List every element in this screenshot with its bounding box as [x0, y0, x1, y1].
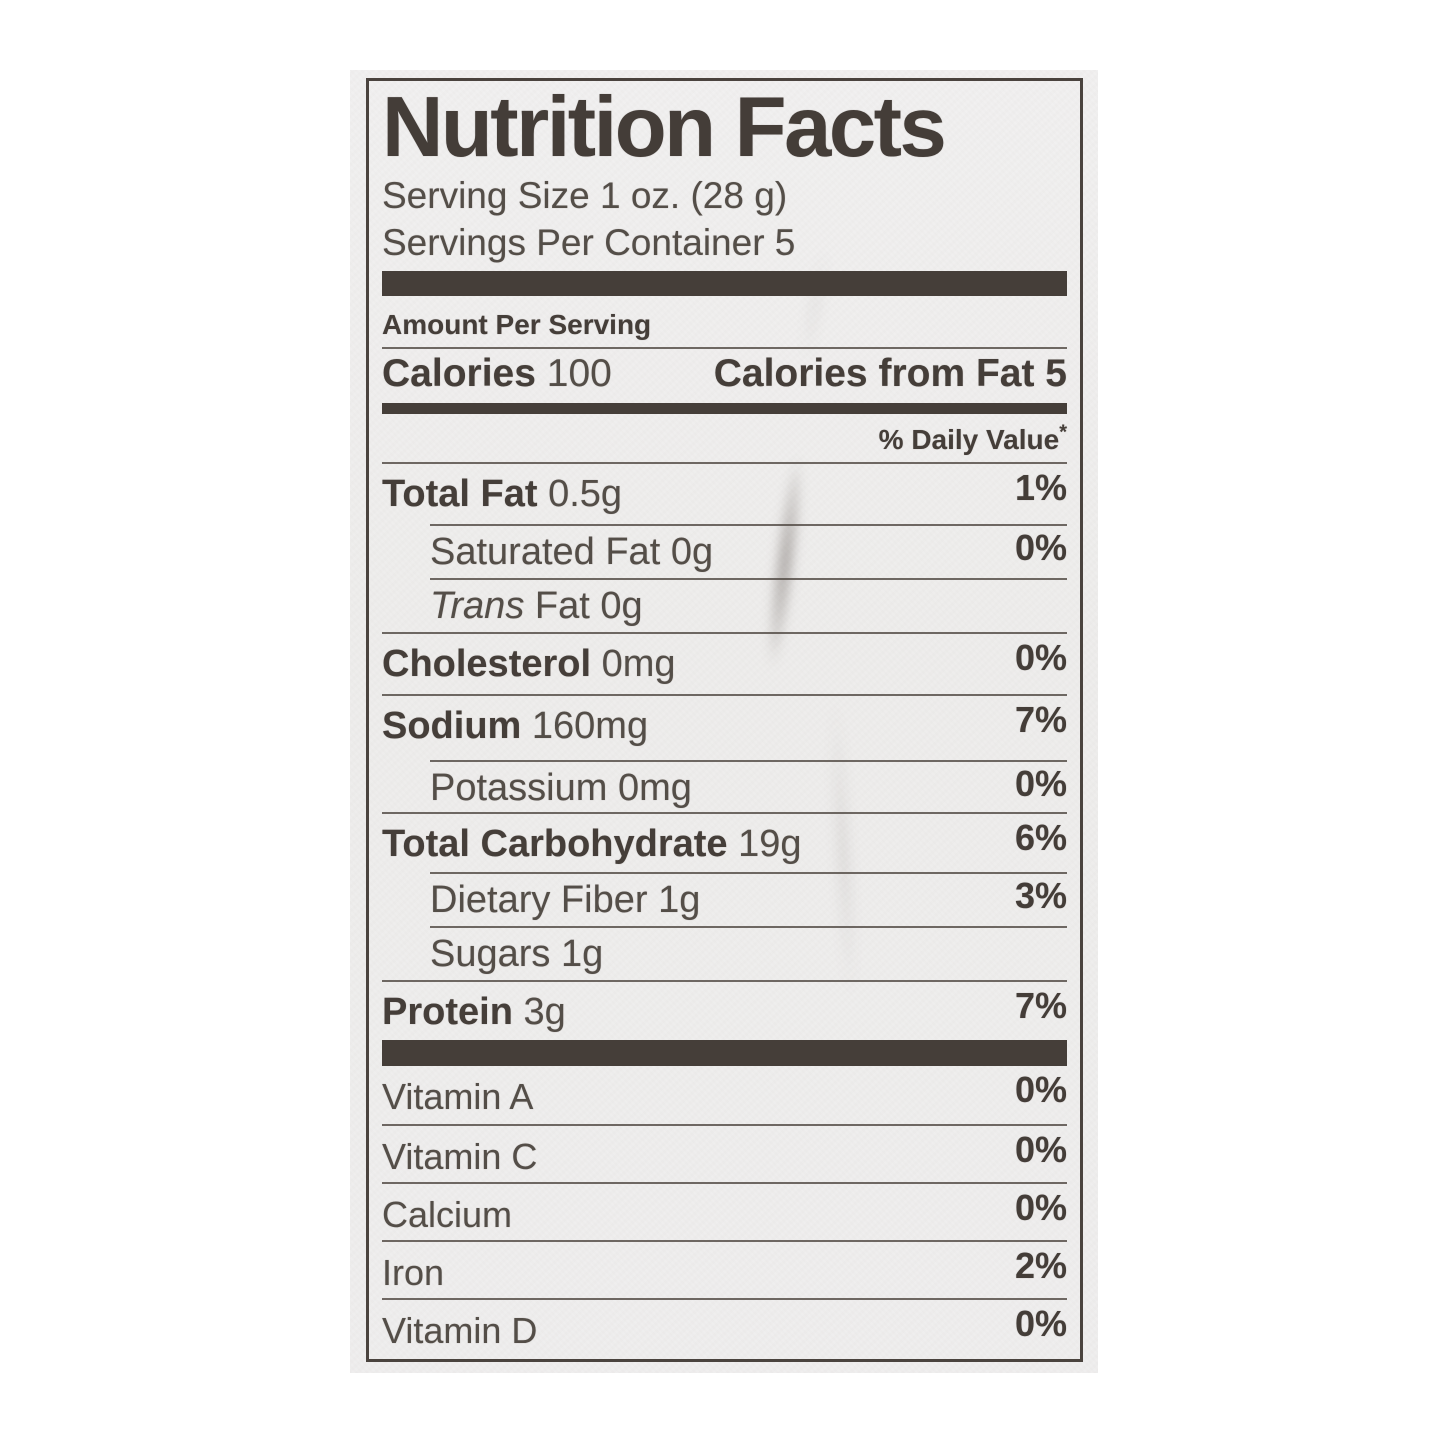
calories-value: 100: [546, 352, 612, 395]
nutrient-text: Trans Fat 0g: [382, 578, 1067, 625]
nutrient-text: Protein 3g: [382, 982, 1067, 1031]
nutrient-row: Sodium 160mg 7%: [382, 694, 1067, 760]
nutrient-amount: 1g: [658, 879, 701, 921]
calories-label: Calories: [382, 352, 536, 395]
nutrient-name: Sugars: [430, 933, 551, 975]
nutrient-amount: 160mg: [531, 705, 649, 747]
nutrient-amount: 0g: [670, 531, 714, 573]
micronutrient-name: Vitamin D: [382, 1310, 538, 1351]
nutrient-row: Dietary Fiber 1g 3%: [382, 872, 1067, 926]
daily-value-percent: 7%: [1014, 985, 1067, 1026]
micronutrient-row: Calcium 0%: [382, 1182, 1067, 1240]
nutrient-row: Cholesterol 0mg 0%: [382, 632, 1067, 694]
daily-value-percent: 0%: [1014, 1129, 1067, 1170]
nutrient-name: Protein: [382, 991, 513, 1033]
nutrient-amount: 3g: [523, 991, 566, 1033]
micronutrient-row: Iron 2%: [382, 1240, 1067, 1298]
nutrient-row: Total Carbohydrate 19g 6%: [382, 812, 1067, 872]
daily-value-percent: 0%: [1014, 637, 1067, 678]
nutrient-text: Sodium 160mg: [382, 696, 1067, 745]
micronutrient-name: Vitamin C: [382, 1136, 538, 1177]
nutrient-name: Dietary Fiber: [430, 879, 648, 921]
nutrient-amount: 19g: [738, 823, 802, 865]
nutrient-name: Total Carbohydrate: [382, 823, 728, 865]
nutrient-text: Dietary Fiber 1g: [382, 872, 1067, 919]
serving-size: Serving Size 1 oz. (28 g): [382, 175, 788, 216]
daily-value-percent: 0%: [1014, 1069, 1067, 1110]
nutrient-rows: Total Fat 0.5g 1% Saturated Fat 0g 0% Tr…: [382, 462, 1067, 1038]
daily-value-percent: 0%: [1014, 1303, 1067, 1344]
amount-per-serving-heading: Amount Per Serving: [382, 296, 1067, 349]
nutrient-text: Sugars 1g: [382, 926, 1067, 973]
micronutrient-rows: Vitamin A 0% Vitamin C 0% Calcium 0% Iro…: [382, 1066, 1067, 1356]
daily-value-percent: 0%: [1014, 1187, 1067, 1228]
nutrient-text: Total Fat 0.5g: [382, 464, 1067, 513]
micronutrient-name: Iron: [382, 1252, 445, 1293]
nutrient-name: Cholesterol: [382, 643, 592, 685]
nutrient-text: Saturated Fat 0g: [382, 524, 1067, 571]
daily-value-header-text: % Daily Value: [878, 424, 1060, 455]
daily-value-asterisk: *: [1059, 421, 1067, 444]
nutrient-text: Cholesterol 0mg: [382, 634, 1067, 683]
daily-value-percent: 0%: [1014, 763, 1067, 804]
nutrient-amount: 0g: [600, 585, 643, 627]
nutrient-name: Potassium: [430, 767, 608, 809]
divider-bar-thick: [382, 1040, 1067, 1066]
nutrient-row: Sugars 1g: [382, 926, 1067, 980]
nutrient-row: Trans Fat 0g: [382, 578, 1067, 632]
servings-per-container: Servings Per Container 5: [382, 222, 796, 263]
nutrient-text: Potassium 0mg: [382, 760, 1067, 807]
micronutrient-row: Vitamin C 0%: [382, 1124, 1067, 1182]
nutrient-name-italic: Trans: [430, 585, 525, 627]
nutrient-name: Sodium: [382, 705, 522, 747]
daily-value-percent: 2%: [1014, 1245, 1067, 1286]
nutrient-row: Saturated Fat 0g 0%: [382, 524, 1067, 578]
nutrient-amount: 0mg: [601, 643, 676, 685]
label-title: Nutrition Facts: [382, 80, 947, 175]
nutrient-amount: 0mg: [617, 767, 692, 809]
micronutrient-name: Calcium: [382, 1194, 513, 1235]
calories-row: Calories 100 Calories from Fat 5: [382, 349, 1067, 403]
daily-value-percent: 0%: [1014, 527, 1067, 568]
nutrient-amount: 0.5g: [548, 473, 623, 515]
nutrient-row: Potassium 0mg 0%: [382, 760, 1067, 812]
daily-value-percent: 7%: [1014, 699, 1067, 740]
daily-value-percent: 6%: [1014, 817, 1067, 858]
micronutrient-row: Vitamin D 0%: [382, 1298, 1067, 1356]
calories-left: Calories 100: [382, 352, 612, 396]
nutrient-name: Total Fat: [382, 473, 538, 515]
micronutrient-row: Vitamin A 0%: [382, 1066, 1067, 1124]
daily-value-header: % Daily Value*: [382, 414, 1067, 462]
nutrient-row: Protein 3g 7%: [382, 980, 1067, 1038]
daily-value-percent: 3%: [1014, 875, 1067, 916]
micronutrient-name: Vitamin A: [382, 1076, 534, 1117]
daily-value-percent: 1%: [1014, 467, 1067, 508]
nutrient-amount: 1g: [560, 933, 604, 975]
calories-from-fat: Calories from Fat 5: [713, 352, 1067, 395]
nutrient-name: Saturated Fat: [430, 531, 661, 573]
label-photo: Nutrition Facts Serving Size 1 oz. (28 g…: [350, 70, 1098, 1373]
nutrient-name: Fat: [524, 585, 590, 627]
divider-bar-thick: [382, 271, 1067, 296]
nutrition-label: Nutrition Facts Serving Size 1 oz. (28 g…: [366, 78, 1083, 1362]
nutrient-text: Total Carbohydrate 19g: [382, 814, 1067, 863]
divider-bar-medium: [382, 403, 1067, 414]
nutrient-row: Total Fat 0.5g 1%: [382, 462, 1067, 524]
